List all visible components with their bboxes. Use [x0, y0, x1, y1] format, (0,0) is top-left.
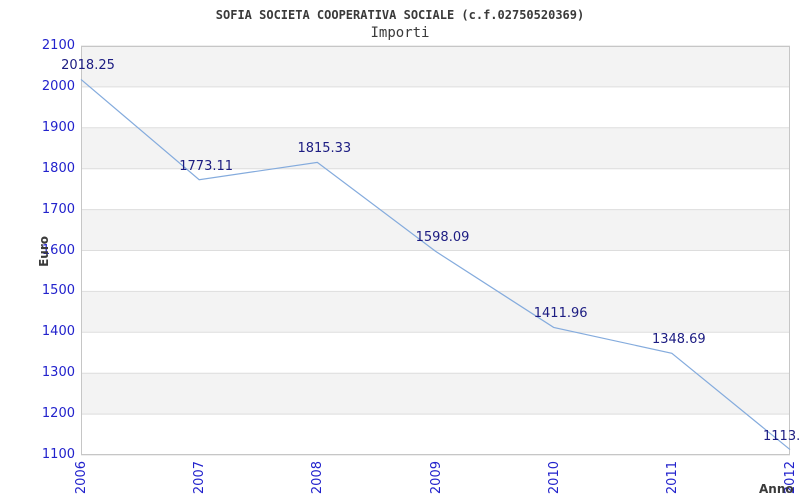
y-tick-label: 1300	[41, 365, 75, 381]
point-label: 1598.09	[415, 230, 470, 246]
point-label: 1113.3	[763, 428, 800, 444]
point-label: 1411.96	[533, 306, 588, 322]
plot-band	[81, 46, 790, 87]
y-tick-label: 2100	[41, 38, 75, 53]
x-tick-label: 2006	[74, 461, 89, 495]
plot-band	[81, 127, 790, 169]
y-axis-title: Euro	[37, 236, 51, 267]
data-point[interactable]	[433, 248, 439, 254]
y-tick-label: 1400	[41, 324, 75, 340]
plot-band	[81, 291, 790, 333]
x-tick-label: 2008	[310, 461, 326, 495]
y-tick-label: 1100	[41, 447, 75, 462]
y-tick-label: 1800	[41, 160, 75, 176]
chart-title: SOFIA SOCIETA COOPERATIVA SOCIALE (c.f.0…	[215, 8, 585, 22]
chart-subtitle: Importi	[370, 25, 430, 41]
point-label: 2018.25	[61, 58, 115, 74]
plot-band	[81, 373, 790, 415]
x-tick-label: 2011	[664, 461, 680, 495]
x-tick-label: 2010	[546, 461, 562, 495]
point-label: 1815.33	[297, 141, 352, 157]
y-tick-label: 1600	[41, 242, 75, 258]
y-tick-label: 1500	[41, 283, 75, 299]
plot-border	[81, 46, 790, 455]
y-tick-label: 1900	[41, 119, 75, 135]
data-point[interactable]	[314, 159, 320, 165]
point-label: 1773.11	[179, 158, 234, 174]
data-point[interactable]	[551, 324, 557, 330]
data-point[interactable]	[78, 76, 84, 82]
y-tick-label: 1200	[41, 406, 75, 422]
data-point[interactable]	[787, 447, 793, 453]
x-tick-label: 2009	[428, 461, 444, 495]
data-point[interactable]	[196, 177, 202, 183]
x-tick-label: 2007	[192, 461, 208, 495]
data-point[interactable]	[669, 350, 675, 356]
point-label: 1348.69	[651, 332, 706, 348]
y-tick-label: 1700	[41, 201, 75, 217]
data-line	[80, 78, 791, 451]
plot-band	[81, 209, 790, 251]
y-tick-label: 2000	[41, 78, 75, 94]
x-axis-title: Anno	[759, 482, 794, 496]
